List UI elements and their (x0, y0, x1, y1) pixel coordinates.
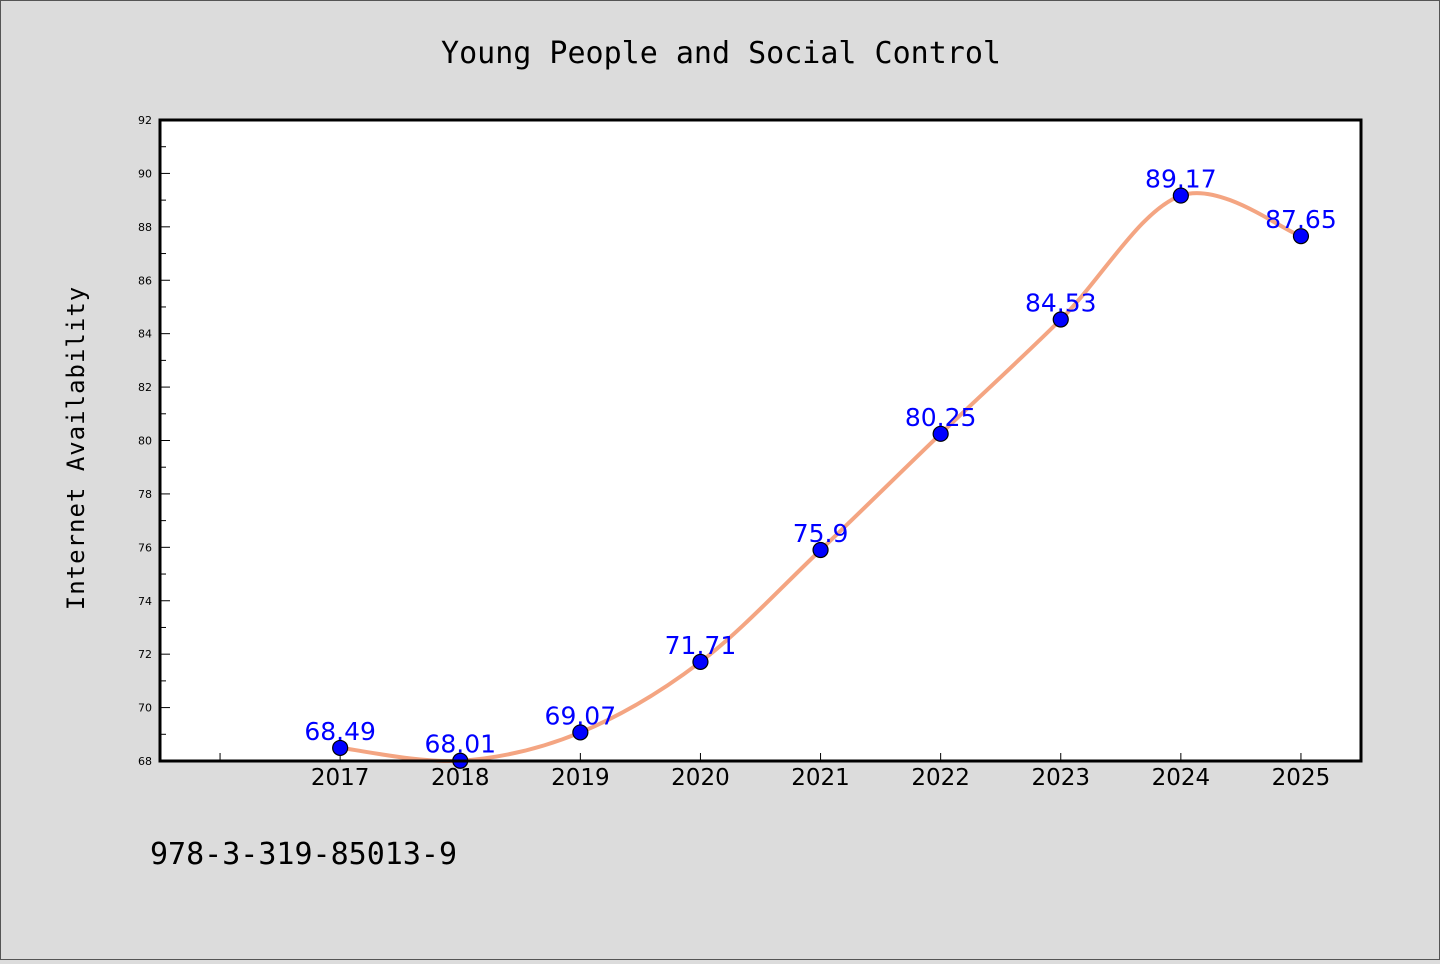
y-tick-label: 80 (138, 435, 152, 448)
data-label: 75.9 (793, 519, 849, 548)
data-point (332, 739, 349, 757)
data-label: 87.65 (1265, 205, 1337, 234)
data-label: 69.07 (545, 701, 617, 730)
data-labels: 68.49 68.01 69.07 71.71 75.9 80.25 84.53 89.17 8… (304, 165, 1336, 759)
isbn-text: 978-3-319-85013-9 (150, 837, 457, 872)
x-tick-label: 2024 (1152, 765, 1211, 791)
x-axis: 2017 2018 2019 2020 2021 2022 2023 2024 2025 (219, 753, 1331, 791)
y-tick-label: 92 (138, 114, 152, 127)
data-label: 80.25 (905, 403, 977, 432)
x-tick-label: 2019 (551, 765, 610, 791)
data-label: 68.01 (424, 730, 496, 759)
y-tick-label: 86 (138, 274, 152, 287)
data-point (1172, 187, 1189, 204)
plot-area (160, 120, 1361, 761)
x-tick-label: 2017 (311, 765, 370, 791)
data-point (692, 653, 709, 671)
data-point (932, 425, 949, 442)
y-tick-label: 72 (138, 648, 152, 661)
y-axis-label: Internet Availability (62, 286, 90, 610)
data-point (572, 724, 589, 741)
data-label: 68.49 (304, 717, 376, 746)
data-point (1292, 228, 1310, 245)
x-tick-label: 2021 (791, 765, 850, 791)
y-tick-label: 88 (138, 221, 152, 234)
chart-title: Young People and Social Control (441, 36, 1001, 71)
x-tick-label: 2018 (431, 765, 490, 791)
y-tick-label: 68 (138, 755, 152, 768)
data-label: 89.17 (1145, 165, 1217, 194)
y-tick-label: 84 (138, 328, 152, 341)
x-tick-label: 2023 (1031, 765, 1090, 791)
x-tick-label: 2020 (671, 765, 730, 791)
y-tick-label: 82 (138, 381, 152, 394)
data-points (332, 187, 1310, 769)
data-label: 71.71 (665, 631, 737, 660)
y-tick-label: 90 (138, 167, 152, 180)
y-tick-label: 70 (138, 702, 152, 715)
y-axis: 68 70 72 74 76 78 80 82 84 86 88 90 92 (138, 114, 170, 768)
y-tick-label: 76 (138, 541, 152, 554)
x-tick-label: 2025 (1272, 765, 1331, 791)
y-tick-label: 74 (138, 595, 152, 608)
data-point (812, 541, 829, 559)
x-tick-label: 2022 (911, 765, 970, 791)
data-point (1052, 311, 1069, 328)
data-label: 84.53 (1025, 289, 1097, 318)
plot-frame (158, 118, 1363, 763)
y-tick-label: 78 (138, 488, 152, 501)
